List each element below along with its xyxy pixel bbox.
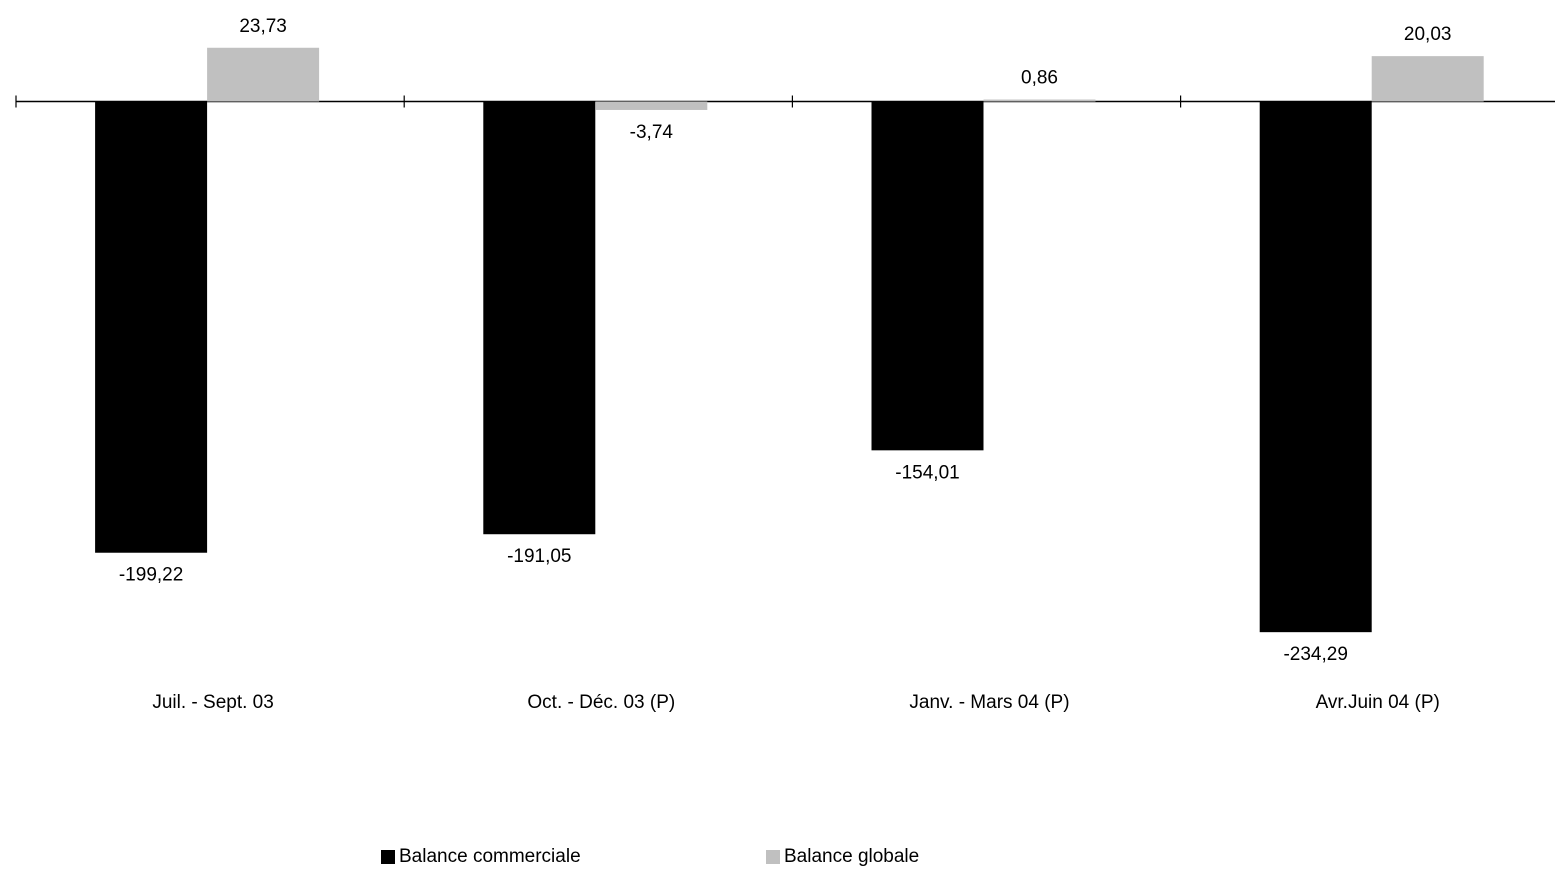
bar-balance-globale-4 [1371,56,1484,102]
category-label-4: Avr.Juin 04 (P) [1316,692,1440,713]
bar-balance-commerciale-1 [95,101,208,553]
data-label-balance-globale-2: -3,74 [630,122,674,143]
legend-item-balance-commerciale: Balance commerciale [381,846,581,868]
bar-balance-commerciale-3 [871,101,984,451]
bar-balance-globale-1 [207,47,320,102]
data-label-balance-globale-1: 23,73 [239,16,287,37]
category-label-3: Janv. - Mars 04 (P) [909,692,1069,713]
bar-balance-globale-2 [595,101,708,110]
bar-balance-commerciale-2 [483,101,596,535]
legend-swatch-balance-commerciale [381,850,395,864]
category-label-2: Oct. - Déc. 03 (P) [527,692,675,713]
legend-item-balance-globale: Balance globale [766,846,919,868]
bar-balance-commerciale-4 [1259,101,1372,633]
data-label-balance-commerciale-2: -191,05 [507,546,571,567]
data-label-balance-commerciale-1: -199,22 [119,565,183,586]
legend: Balance commerciale Balance globale [0,846,1555,870]
legend-label-balance-globale: Balance globale [784,846,920,867]
data-label-balance-commerciale-4: -234,29 [1283,644,1347,665]
legend-label-balance-commerciale: Balance commerciale [399,846,581,867]
data-label-balance-globale-4: 20,03 [1404,24,1452,45]
category-label-1: Juil. - Sept. 03 [152,692,273,713]
bar-balance-globale-3 [983,99,1096,102]
data-label-balance-globale-3: 0,86 [1021,68,1058,89]
legend-swatch-balance-globale [766,850,780,864]
data-label-balance-commerciale-3: -154,01 [895,462,959,483]
